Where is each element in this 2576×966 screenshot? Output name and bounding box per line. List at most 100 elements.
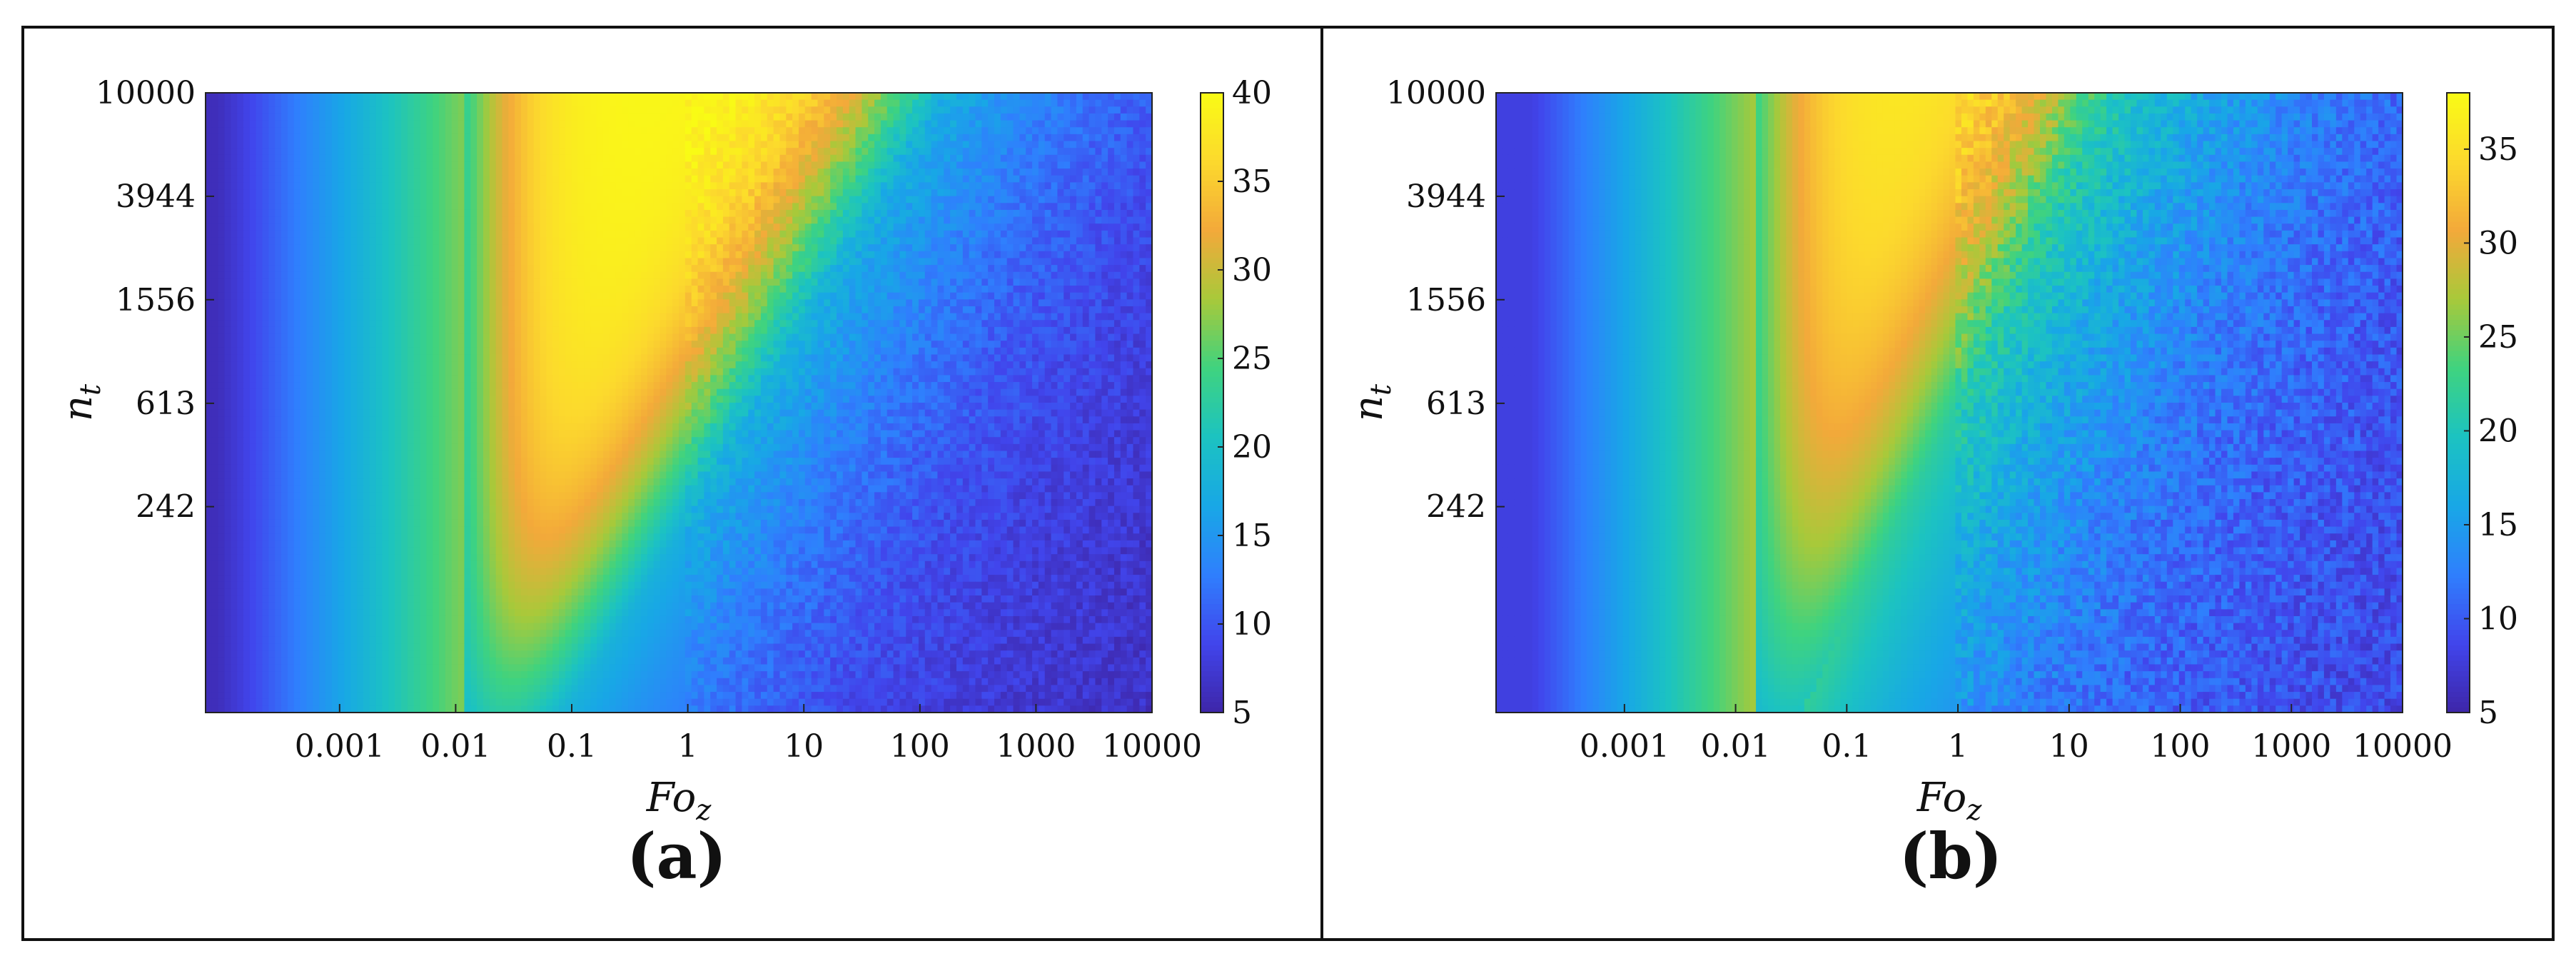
heatmap-cell [1039, 161, 1045, 168]
heatmap-cell [521, 272, 527, 279]
heatmap-cell [502, 217, 508, 224]
heatmap-cell [660, 182, 666, 189]
heatmap-cell [894, 251, 900, 258]
heatmap-cell [1057, 114, 1064, 121]
heatmap-cell [736, 141, 742, 149]
heatmap-cell [414, 189, 420, 196]
heatmap-cell [508, 272, 515, 279]
heatmap-cell [1108, 141, 1114, 149]
heatmap-cell [540, 168, 547, 176]
heatmap-cell [654, 217, 660, 224]
heatmap-cell [470, 258, 477, 265]
heatmap-cell [477, 278, 483, 286]
heatmap-cell [1139, 223, 1146, 231]
heatmap-cell [894, 196, 900, 203]
heatmap-cell [899, 231, 906, 238]
heatmap-cell [275, 155, 281, 162]
heatmap-cell [344, 114, 350, 121]
heatmap-cell [268, 265, 275, 272]
heatmap-cell [774, 251, 780, 258]
heatmap-cell [874, 244, 881, 251]
heatmap-cell [420, 258, 427, 265]
heatmap-cell [1076, 251, 1083, 258]
heatmap-cell [1007, 286, 1014, 293]
heatmap-cell [275, 223, 281, 231]
heatmap-cell [685, 231, 692, 238]
heatmap-cell [754, 313, 761, 321]
heatmap-cell [919, 203, 925, 210]
heatmap-cell [477, 313, 483, 321]
heatmap-cell [1070, 306, 1076, 313]
heatmap-cell [383, 155, 389, 162]
heatmap-cell [1070, 182, 1076, 189]
heatmap-cell [477, 238, 483, 245]
heatmap-cell [370, 258, 376, 265]
heatmap-cell [698, 293, 704, 300]
heatmap-cell [452, 258, 458, 265]
heatmap-cell [843, 127, 849, 134]
heatmap-cell [439, 244, 445, 251]
heatmap-cell [590, 286, 597, 293]
heatmap-cell [944, 223, 950, 231]
heatmap-cell [856, 251, 862, 258]
heatmap-cell [812, 223, 818, 231]
heatmap-cell [477, 114, 483, 121]
heatmap-cell [376, 182, 383, 189]
heatmap-cell [572, 155, 578, 162]
heatmap-cell [704, 189, 710, 196]
heatmap-cell [401, 127, 408, 134]
heatmap-cell [1001, 265, 1007, 272]
heatmap-cell [843, 161, 849, 168]
heatmap-cell [792, 258, 799, 265]
heatmap-cell [1133, 223, 1139, 231]
heatmap-cell [931, 265, 938, 272]
heatmap-cell [218, 313, 225, 321]
heatmap-cell [610, 272, 616, 279]
heatmap-cell [401, 272, 408, 279]
heatmap-cell [774, 313, 780, 321]
heatmap-cell [338, 320, 345, 327]
heatmap-cell [925, 148, 931, 155]
heatmap-cell [496, 141, 502, 149]
heatmap-cell [824, 278, 830, 286]
heatmap-cell [370, 121, 376, 128]
heatmap-cell [754, 182, 761, 189]
heatmap-cell [919, 176, 925, 183]
heatmap-cell [313, 176, 319, 183]
heatmap-cell [1039, 265, 1045, 272]
heatmap-cell [401, 231, 408, 238]
heatmap-cell [357, 223, 363, 231]
heatmap-cell [559, 313, 565, 321]
heatmap-cell [357, 244, 363, 251]
heatmap-cell [919, 93, 925, 100]
heatmap-cell [433, 106, 439, 114]
heatmap-cell [1051, 251, 1058, 258]
heatmap-cell [824, 272, 830, 279]
heatmap-cell [237, 210, 243, 217]
heatmap-cell [868, 189, 874, 196]
heatmap-cell [1064, 106, 1070, 114]
heatmap-cell [1089, 161, 1096, 168]
heatmap-cell [306, 196, 313, 203]
heatmap-cell [515, 196, 521, 203]
heatmap-cell [1083, 217, 1089, 224]
heatmap-cell [767, 155, 774, 162]
heatmap-cell [263, 161, 269, 168]
heatmap-cell [641, 231, 647, 238]
heatmap-cell [981, 223, 988, 231]
heatmap-cell [1001, 299, 1007, 306]
heatmap-cell [584, 244, 590, 251]
heatmap-cell [1121, 106, 1127, 114]
heatmap-cell [944, 265, 950, 272]
heatmap-cell [931, 210, 938, 217]
heatmap-cell [843, 182, 849, 189]
heatmap-cell [672, 217, 679, 224]
heatmap-cell [464, 168, 470, 176]
heatmap-cell [704, 182, 710, 189]
heatmap-cell [887, 223, 894, 231]
heatmap-cell [546, 161, 552, 168]
heatmap-cell [698, 148, 704, 155]
heatmap-cell [881, 258, 887, 265]
heatmap-cell [685, 203, 692, 210]
heatmap-cell [363, 134, 370, 141]
